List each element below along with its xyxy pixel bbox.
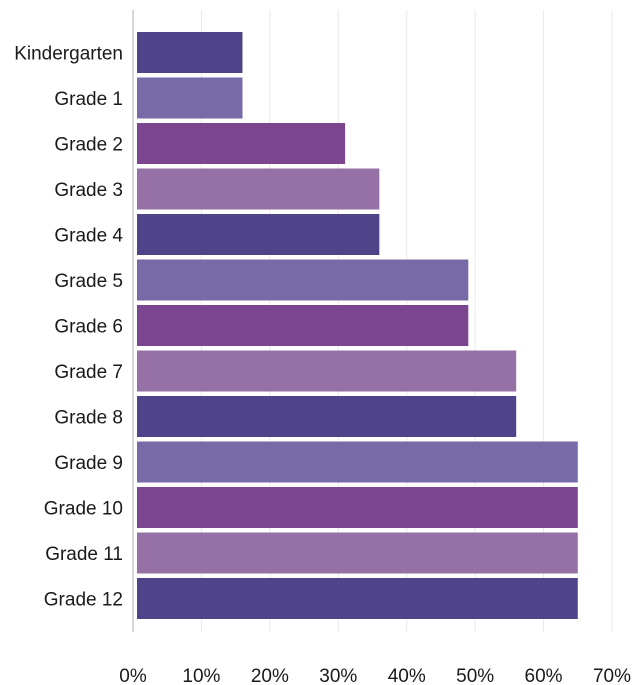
category-label: Kindergarten	[14, 44, 123, 65]
bar-grade-4	[137, 214, 380, 255]
category-label: Grade 2	[54, 135, 123, 156]
bar-grade-5	[137, 259, 469, 301]
category-label: Grade 6	[54, 317, 123, 338]
bar-grade-12	[137, 578, 578, 619]
category-label: Grade 11	[45, 544, 123, 565]
bar-grade-8	[137, 396, 517, 437]
bar-grade-1	[137, 77, 243, 119]
category-label: Grade 1	[54, 89, 123, 110]
category-label: Grade 7	[54, 362, 123, 383]
category-label: Grade 12	[44, 590, 123, 611]
bar-grade-10	[137, 487, 578, 528]
bar-grade-7	[137, 350, 517, 392]
x-tick-label: 60%	[525, 666, 563, 685]
bar-grade-6	[137, 305, 469, 346]
x-tick-label: 0%	[119, 666, 147, 685]
bar-grade-2	[137, 123, 346, 164]
category-label: Grade 10	[44, 499, 123, 520]
bar-grade-3	[137, 168, 380, 210]
x-tick-label: 20%	[251, 666, 289, 685]
bar-grade-9	[137, 441, 578, 483]
x-tick-label: 40%	[388, 666, 426, 685]
category-label: Grade 9	[54, 453, 123, 474]
x-tick-label: 10%	[182, 666, 220, 685]
bar-kindergarten	[137, 32, 243, 73]
category-labels: Kindergarten Grade 1 Grade 2 Grade 3 Grade 4…	[14, 44, 123, 611]
x-tick-label: 30%	[319, 666, 357, 685]
category-label: Grade 3	[54, 180, 123, 201]
category-label: Grade 4	[54, 226, 123, 247]
bar-grade-11	[137, 532, 578, 574]
x-axis-ticks: 0% 10% 20% 30% 40% 50% 60% 70%	[119, 666, 631, 685]
x-tick-label: 50%	[456, 666, 494, 685]
x-tick-label: 70%	[593, 666, 631, 685]
category-label: Grade 5	[54, 271, 123, 292]
category-label: Grade 8	[54, 408, 123, 429]
bars-group	[137, 32, 578, 619]
